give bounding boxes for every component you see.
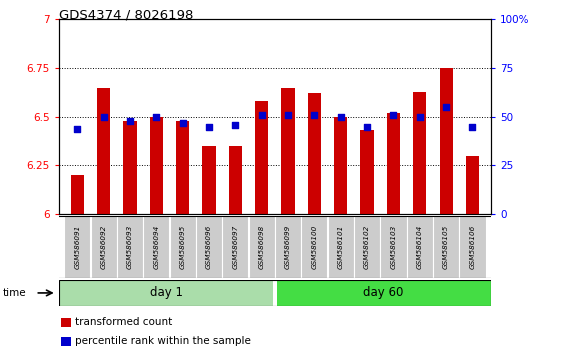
Point [231,122,240,127]
Bar [117,216,143,278]
Text: GSM586097: GSM586097 [232,225,238,269]
Bar [97,88,111,214]
Text: GSM586095: GSM586095 [180,225,186,269]
Point [152,114,161,120]
Bar [249,216,275,278]
Bar [459,216,485,278]
Text: GSM586106: GSM586106 [470,225,475,269]
Bar [439,68,453,214]
Bar [328,216,354,278]
Text: GSM586094: GSM586094 [153,225,159,269]
Bar [123,121,137,214]
Bar [275,216,301,278]
Bar [277,280,491,306]
Bar [361,131,374,214]
Bar [90,216,117,278]
Bar [387,113,400,214]
Point [415,114,424,120]
Point [336,114,345,120]
Text: GSM586100: GSM586100 [311,225,318,269]
Point [257,112,266,118]
Text: GSM586096: GSM586096 [206,225,212,269]
Point [99,114,108,120]
Text: day 60: day 60 [363,286,403,299]
Text: GSM586102: GSM586102 [364,225,370,269]
Bar [282,88,295,214]
Bar [407,216,433,278]
Bar [380,216,407,278]
Bar [59,280,273,306]
Bar [308,93,321,214]
Point [283,112,292,118]
Bar [334,117,347,214]
Point [178,120,187,126]
Point [205,124,214,130]
Bar [203,146,215,214]
Text: GSM586103: GSM586103 [390,225,397,269]
Point [468,124,477,130]
Text: day 1: day 1 [150,286,183,299]
Text: GSM586099: GSM586099 [285,225,291,269]
Text: GSM586104: GSM586104 [417,225,423,269]
Text: GSM586093: GSM586093 [127,225,133,269]
Text: GSM586105: GSM586105 [443,225,449,269]
Bar [229,146,242,214]
Bar [301,216,328,278]
Bar [196,216,222,278]
Bar [354,216,380,278]
Point [362,124,371,130]
Bar [143,216,169,278]
Text: GSM586098: GSM586098 [259,225,265,269]
Text: GSM586101: GSM586101 [338,225,344,269]
Bar [176,121,189,214]
Point [126,118,135,124]
Bar [466,156,479,214]
Bar [61,337,71,346]
Bar [433,216,459,278]
Bar [71,175,84,214]
Text: percentile rank within the sample: percentile rank within the sample [75,336,251,346]
Bar [255,101,268,214]
Text: transformed count: transformed count [75,317,172,327]
Bar [222,216,249,278]
Point [310,112,319,118]
Bar [169,216,196,278]
Point [442,104,450,110]
Text: GSM586092: GSM586092 [100,225,107,269]
Point [73,126,82,131]
Text: GDS4374 / 8026198: GDS4374 / 8026198 [59,9,194,22]
Bar [65,216,90,278]
Bar [150,117,163,214]
Point [389,112,398,118]
Bar [413,92,426,214]
Text: time: time [3,288,26,298]
Text: GSM586091: GSM586091 [75,225,80,269]
Bar [61,318,71,327]
